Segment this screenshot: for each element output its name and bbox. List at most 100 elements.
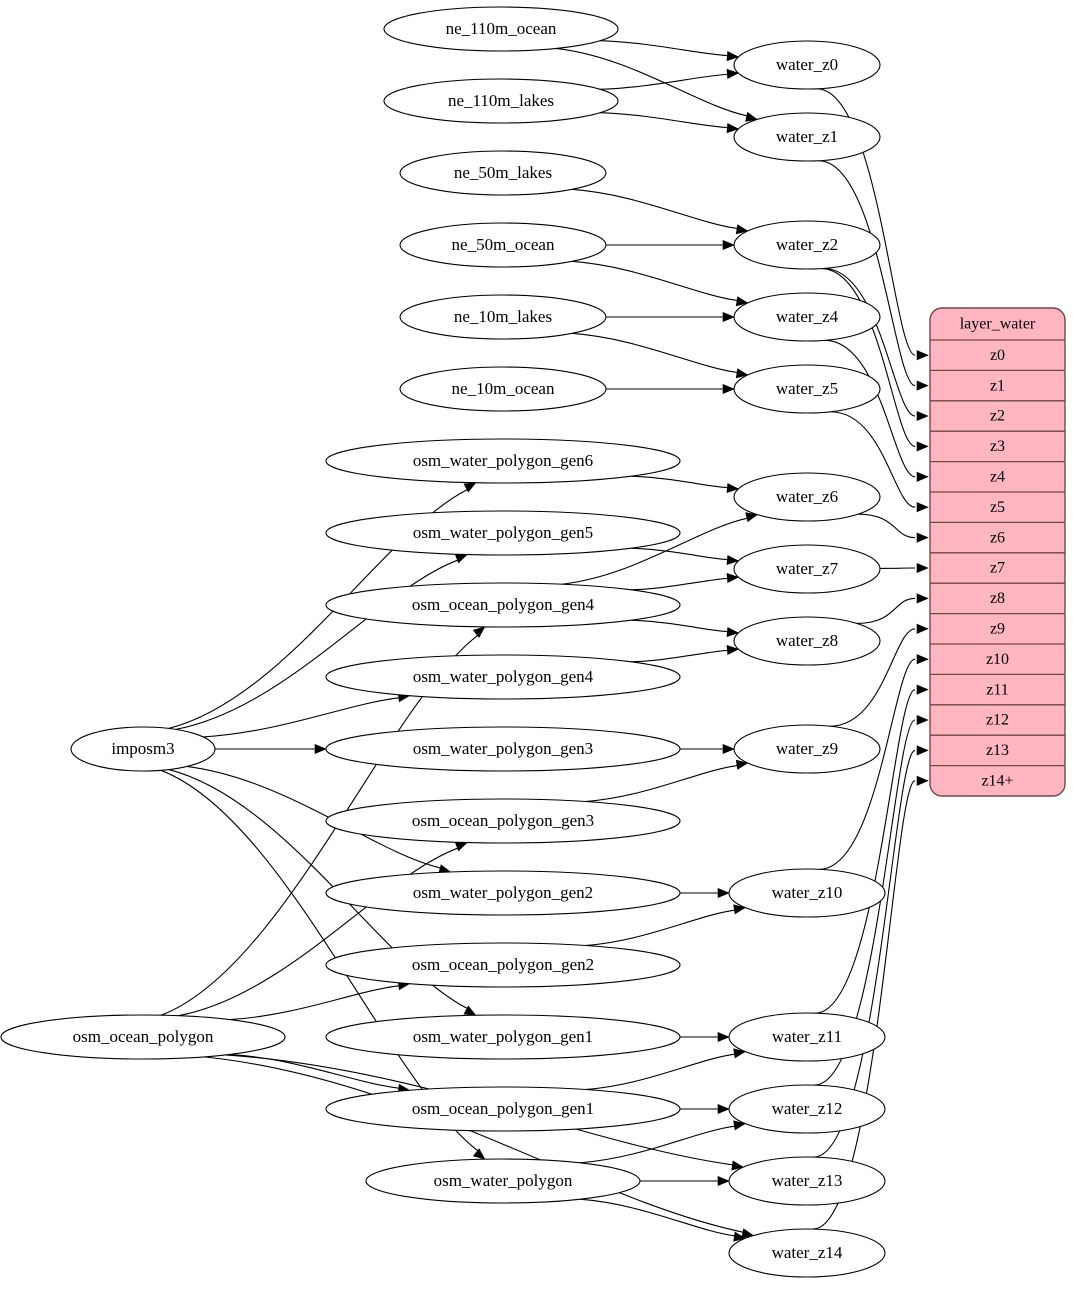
node-water_z12[interactable]: water_z12: [728, 1084, 886, 1134]
node-osm_water_polygon_gen4[interactable]: osm_water_polygon_gen4: [325, 654, 681, 700]
water-node-ellipse: [733, 616, 881, 666]
water-node-ellipse: [728, 1084, 886, 1134]
layer-water-row-z5[interactable]: z5: [930, 491, 1065, 516]
node-water_z6[interactable]: water_z6: [733, 472, 881, 522]
layer-water-row-z3[interactable]: z3: [930, 430, 1065, 455]
edge-arrowhead: [722, 239, 735, 251]
edge-arrowhead: [733, 1048, 746, 1059]
node-water_z2[interactable]: water_z2: [733, 220, 881, 270]
edge-arrowhead: [726, 50, 740, 62]
edge-path: [204, 1056, 744, 1233]
water-node-ellipse: [733, 544, 881, 594]
node-osm_ocean_polygon[interactable]: osm_ocean_polygon: [0, 1014, 286, 1060]
node-label: water_z2: [776, 235, 838, 254]
node-water_z11[interactable]: water_z11: [728, 1012, 886, 1062]
node-osm_ocean_polygon_gen2[interactable]: osm_ocean_polygon_gen2: [325, 942, 681, 988]
edges-layer: [160, 40, 929, 1242]
edge-path: [585, 765, 738, 803]
node-label: water_z6: [776, 487, 838, 506]
edge-path: [561, 517, 748, 585]
node-ne_10m_lakes[interactable]: ne_10m_lakes: [399, 294, 607, 340]
node-ne_110m_ocean[interactable]: ne_110m_ocean: [383, 6, 619, 52]
node-osm_ocean_polygon_gen1[interactable]: osm_ocean_polygon_gen1: [325, 1086, 681, 1132]
edge-arrowhead: [916, 654, 929, 665]
node-water_z7[interactable]: water_z7: [733, 544, 881, 594]
node-ne_50m_lakes[interactable]: ne_50m_lakes: [399, 150, 607, 196]
layer-water-row-z12[interactable]: z12: [930, 704, 1065, 729]
source-node-ellipse: [399, 222, 607, 268]
edge-ne_50m_ocean-to-water_z4: [571, 260, 749, 307]
layer-water-row-z7[interactable]: z7: [930, 552, 1065, 577]
edge-path: [856, 597, 916, 625]
edge-arrowhead: [454, 842, 468, 852]
node-water_z0[interactable]: water_z0: [733, 40, 881, 90]
edge-water_z6-to-row-z6: [858, 513, 929, 543]
layer-water-row-z0[interactable]: z0: [930, 339, 1065, 364]
edge-arrowhead: [916, 532, 929, 543]
edge-osm_water_polygon_gen1-to-water_z11: [679, 1031, 730, 1043]
node-water_z1[interactable]: water_z1: [733, 112, 881, 162]
edge-path: [600, 112, 728, 129]
layer-water-row-z4[interactable]: z4: [930, 460, 1065, 486]
node-water_z10[interactable]: water_z10: [728, 868, 886, 918]
edge-path: [579, 1125, 735, 1164]
layer-water-header: layer_water: [960, 316, 1036, 333]
node-osm_ocean_polygon_gen4[interactable]: osm_ocean_polygon_gen4: [325, 582, 681, 628]
edge-path: [229, 1053, 399, 1089]
row-label: z6: [990, 529, 1005, 546]
edge-path: [600, 73, 728, 90]
node-label: water_z11: [772, 1027, 842, 1046]
source-node-ellipse: [0, 1014, 286, 1060]
node-label: water_z10: [772, 883, 843, 902]
layer-water-row-z1[interactable]: z1: [930, 369, 1065, 394]
node-osm_water_polygon_gen2[interactable]: osm_water_polygon_gen2: [325, 870, 681, 916]
node-osm_ocean_polygon_gen3[interactable]: osm_ocean_polygon_gen3: [325, 798, 681, 844]
node-water_z13[interactable]: water_z13: [728, 1156, 886, 1206]
node-osm_water_polygon_gen6[interactable]: osm_water_polygon_gen6: [325, 438, 681, 484]
node-osm_water_polygon_gen3[interactable]: osm_water_polygon_gen3: [325, 726, 681, 772]
source-node-ellipse: [325, 1086, 681, 1132]
edge-water_z13-to-row-z13: [813, 745, 929, 1158]
layer-water-table[interactable]: layer_water z0 z1 z2 z3 z4 z5 z6 z7 z8 z9 z10 z11 z12…: [929, 307, 1066, 797]
layer-water-row-z6[interactable]: z6: [930, 521, 1065, 546]
node-water_z9[interactable]: water_z9: [733, 724, 881, 774]
node-water_z14[interactable]: water_z14: [728, 1228, 886, 1278]
edge-arrowhead: [916, 502, 929, 513]
edge-osm_ocean_polygon_gen2-to-water_z10: [585, 904, 746, 947]
edge-arrowhead: [726, 554, 740, 566]
node-water_z4[interactable]: water_z4: [733, 292, 881, 342]
node-imposm3[interactable]: imposm3: [70, 726, 216, 772]
layer-water-row-z11[interactable]: z11: [930, 673, 1065, 698]
layer-water-row-z13[interactable]: z13: [930, 734, 1065, 759]
layer-water-row-z14plus[interactable]: z14+: [930, 764, 1065, 790]
node-ne_50m_ocean[interactable]: ne_50m_ocean: [399, 222, 607, 268]
layer-water-row-z8[interactable]: z8: [930, 582, 1065, 607]
edge-ne_110m_lakes-to-water_z1: [600, 112, 740, 134]
edge-path: [829, 628, 916, 727]
edge-path: [631, 649, 728, 663]
edge-path: [579, 1198, 735, 1237]
water-node-ellipse: [728, 1228, 886, 1278]
edge-osm_water_polygon-to-water_z13: [640, 1175, 730, 1187]
node-osm_water_polygon_gen5[interactable]: osm_water_polygon_gen5: [325, 510, 681, 556]
layer-water-row-z10[interactable]: z10: [930, 643, 1065, 668]
edge-arrowhead: [735, 759, 749, 770]
edge-water_z2-to-row-z3: [821, 267, 929, 452]
node-osm_water_polygon_gen1[interactable]: osm_water_polygon_gen1: [325, 1014, 681, 1060]
edge-arrowhead: [717, 887, 730, 899]
node-water_z8[interactable]: water_z8: [733, 616, 881, 666]
edge-path: [631, 547, 728, 561]
edge-osm_ocean_polygon-to-osm_ocean_polygon_gen1: [229, 1053, 411, 1094]
row-label: z0: [990, 347, 1005, 364]
source-node-ellipse: [70, 726, 216, 772]
edge-arrowhead: [722, 383, 735, 395]
node-osm_water_polygon[interactable]: osm_water_polygon: [365, 1158, 641, 1204]
layer-water-row-z9[interactable]: z9: [930, 612, 1065, 638]
node-label: osm_water_polygon_gen2: [413, 883, 593, 902]
layer-water-row-z2[interactable]: z2: [930, 400, 1065, 425]
node-water_z5[interactable]: water_z5: [733, 364, 881, 414]
node-ne_110m_lakes[interactable]: ne_110m_lakes: [383, 78, 619, 124]
edge-arrowhead: [916, 714, 929, 726]
edge-osm_water_polygon-to-water_z12: [579, 1120, 746, 1164]
node-ne_10m_ocean[interactable]: ne_10m_ocean: [399, 366, 607, 412]
